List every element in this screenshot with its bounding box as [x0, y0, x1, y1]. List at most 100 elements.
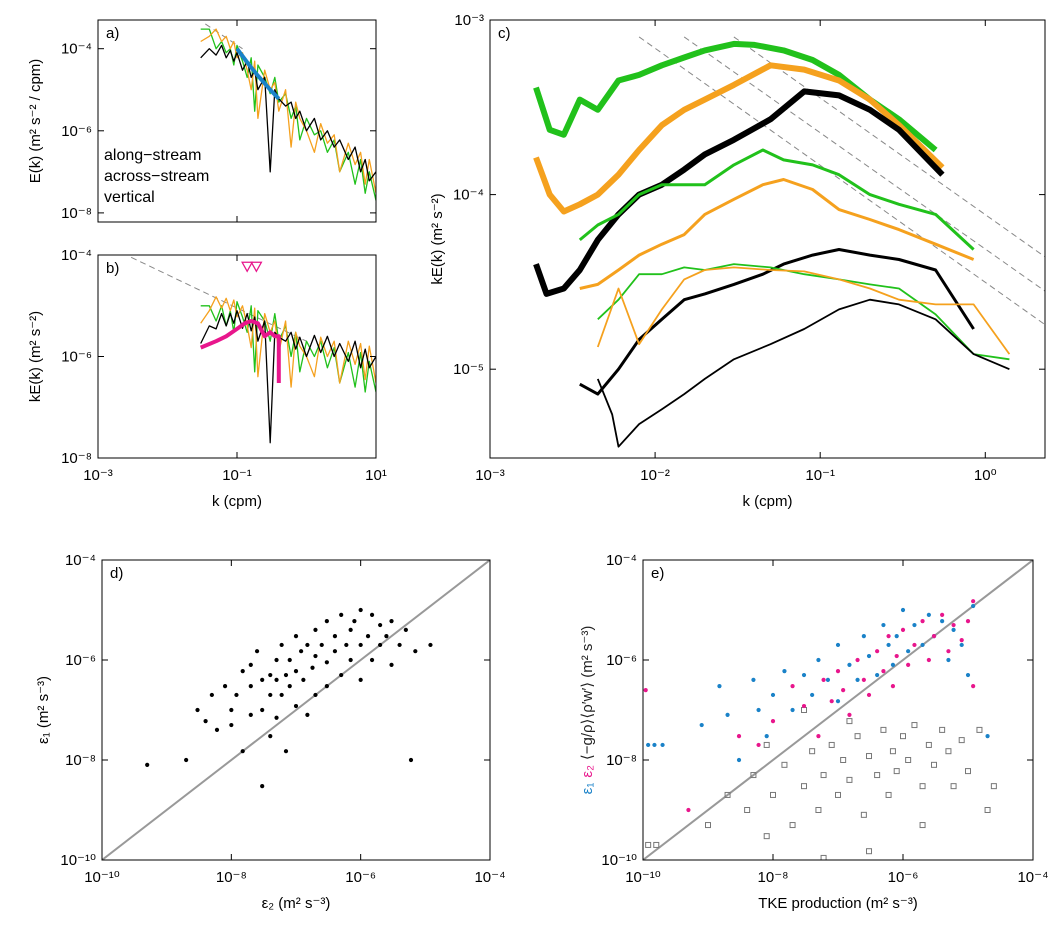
point	[920, 642, 925, 648]
point	[835, 668, 841, 674]
point	[958, 737, 965, 744]
y-tick-label: 10⁻⁴	[61, 41, 92, 58]
point	[268, 672, 273, 678]
y-tick-label: 10⁻⁶	[61, 123, 92, 140]
point	[248, 662, 253, 667]
point	[886, 642, 891, 648]
point	[846, 718, 853, 725]
point	[751, 677, 756, 682]
point	[653, 841, 660, 848]
point	[428, 642, 433, 648]
legend-entry: along−stream	[104, 147, 201, 164]
point	[725, 712, 730, 717]
point	[408, 757, 414, 763]
y-axis-label: kE(k) (m² s⁻²)	[27, 311, 44, 402]
point	[874, 772, 881, 779]
point	[203, 718, 208, 724]
point	[965, 618, 971, 624]
y-tick-label: 10⁻⁶	[606, 652, 637, 669]
point	[816, 657, 821, 663]
point	[866, 848, 873, 855]
point	[861, 677, 866, 682]
y-tick-label: 10⁻⁸	[65, 752, 96, 769]
point	[835, 699, 841, 704]
point	[756, 707, 761, 713]
y-axis-label: ε₁ ε₂ ⟨−g/ρ⟩⟨ρ′w′⟩ (m² s⁻³)	[579, 626, 596, 795]
point	[881, 622, 886, 628]
x-tick-label: 10⁻¹⁰	[625, 869, 661, 886]
point	[990, 783, 997, 790]
x-tick-label: 10⁻⁴	[1017, 869, 1048, 886]
reference-line	[638, 36, 1045, 326]
x-axis-label: k (cpm)	[212, 493, 262, 510]
point	[894, 653, 899, 659]
point	[369, 612, 375, 617]
point	[145, 762, 150, 767]
y-tick-label: 10⁻⁴	[453, 187, 484, 204]
y-tick-label: 10⁻¹⁰	[601, 852, 637, 869]
point	[332, 649, 338, 654]
point	[369, 657, 375, 663]
point	[229, 722, 234, 728]
series-line	[199, 319, 281, 383]
point	[389, 662, 394, 667]
point	[801, 672, 807, 678]
point	[736, 757, 742, 763]
point	[855, 677, 860, 682]
y-axis-label-part: ε₁	[579, 783, 596, 795]
point	[764, 734, 769, 739]
series-line	[533, 88, 945, 297]
y-axis-label: ε₁ (m² s⁻³)	[35, 676, 52, 744]
point	[946, 649, 951, 654]
point	[835, 642, 841, 648]
point	[985, 734, 990, 739]
y-tick-label: 10⁻⁴	[61, 247, 92, 264]
point	[184, 757, 189, 763]
point	[900, 733, 906, 740]
point	[926, 612, 931, 617]
point	[781, 761, 788, 768]
point	[324, 684, 329, 689]
point	[305, 642, 310, 648]
point	[274, 657, 279, 663]
point	[339, 612, 344, 617]
x-tick-label: 10⁻¹	[805, 467, 835, 484]
point	[274, 677, 279, 682]
point	[875, 649, 880, 654]
point	[905, 757, 912, 763]
point	[717, 684, 722, 689]
point	[705, 822, 711, 829]
point	[299, 649, 304, 654]
point	[931, 761, 938, 768]
point	[810, 692, 815, 698]
series-line	[533, 62, 945, 215]
point	[283, 749, 289, 754]
point	[840, 757, 847, 763]
x-tick-label: 10⁻⁶	[888, 869, 919, 886]
series-line	[579, 248, 975, 396]
reference-line	[643, 560, 1033, 860]
plot-area	[130, 256, 376, 444]
point	[260, 677, 265, 682]
point	[313, 692, 318, 698]
x-tick-label: 10⁻⁶	[345, 869, 376, 886]
point	[724, 791, 731, 798]
point	[854, 733, 861, 740]
point	[890, 662, 896, 667]
point	[875, 672, 880, 678]
plot-frame	[642, 559, 1034, 861]
point	[816, 734, 821, 739]
point	[268, 692, 273, 698]
point	[660, 742, 665, 748]
point	[699, 722, 704, 728]
x-tick-label: 10⁻⁴	[474, 869, 505, 886]
x-tick-label: 10⁰	[974, 467, 997, 484]
x-tick-label: 10⁻¹	[222, 467, 252, 484]
point	[358, 642, 363, 648]
point	[686, 807, 691, 813]
point	[919, 783, 926, 790]
series-line	[579, 178, 975, 290]
panel-label: d)	[110, 565, 123, 582]
